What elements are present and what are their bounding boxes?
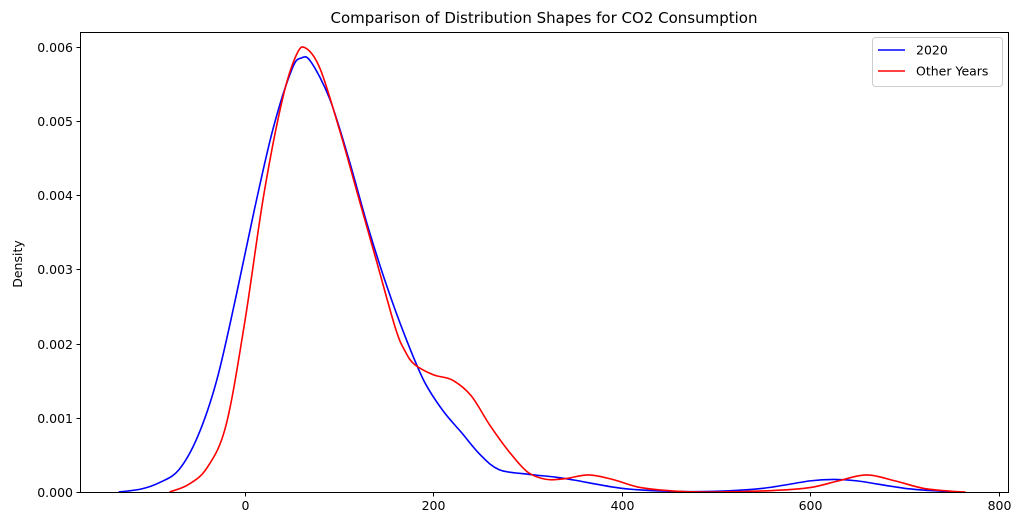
y-tick-label: 0.006: [37, 40, 73, 55]
y-axis-label: Density: [10, 240, 25, 288]
x-tick-label: 200: [422, 498, 446, 513]
y-axis: 0.000 0.001 0.002 0.003 0.004 0.005 0.006: [37, 40, 81, 500]
chart-title: Comparison of Distribution Shapes for CO…: [331, 9, 758, 27]
y-tick-label: 0.000: [37, 485, 73, 500]
legend-label: Other Years: [916, 64, 988, 79]
y-tick-label: 0.003: [37, 262, 73, 277]
x-axis: 0 200 400 600 800: [242, 492, 1012, 513]
x-tick-label: 0: [242, 498, 250, 513]
x-tick-label: 400: [611, 498, 635, 513]
legend-label: 2020: [916, 43, 948, 58]
x-tick-label: 800: [988, 498, 1012, 513]
y-tick-label: 0.001: [37, 411, 73, 426]
y-tick-label: 0.004: [37, 188, 73, 203]
x-tick-label: 600: [799, 498, 823, 513]
legend: 2020 Other Years: [872, 37, 1003, 87]
y-tick-label: 0.005: [37, 114, 73, 129]
y-tick-label: 0.002: [37, 337, 73, 352]
series-line-1: [169, 46, 966, 493]
plot-frame: [80, 32, 1009, 493]
series-line-0: [118, 56, 961, 493]
plot-area: [118, 46, 966, 493]
